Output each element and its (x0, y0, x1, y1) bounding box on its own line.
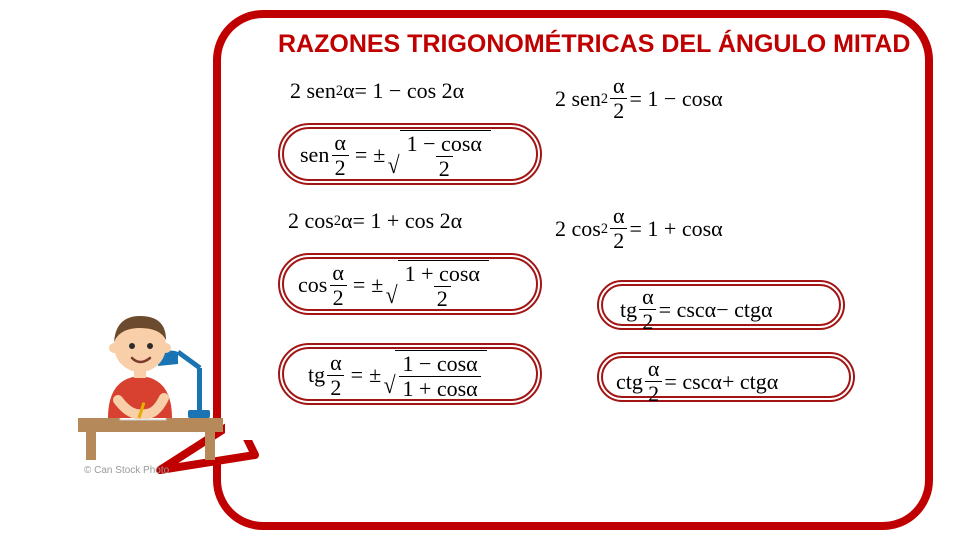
stock-photo-watermark: © Can Stock Photo (84, 465, 169, 476)
formula-2sen2-half: 2 sen2α2 = 1 − cosα (555, 75, 723, 122)
formula-cos-half: cosα2=±√1 + cosα2 (298, 260, 489, 310)
formula-2cos2a: 2 cos2α = 1 + cos 2α (288, 208, 462, 234)
formula-ctg-half-csc: ctgα2 = cscα + ctgα (616, 358, 778, 405)
formula-tg-half: tgα2=±√1 − cosα1 + cosα (308, 350, 487, 400)
formula-sen-half: senα2=±√1 − cosα2 (300, 130, 491, 180)
formula-2sen2a: 2 sen2α = 1 − cos 2α (290, 78, 464, 104)
formula-2cos2-half: 2 cos2α2 = 1 + cosα (555, 205, 723, 252)
page-title: RAZONES TRIGONOMÉTRICAS DEL ÁNGULO MITAD (278, 30, 910, 59)
formula-tg-half-csc: tgα2 = cscα − ctgα (620, 286, 773, 333)
boy-at-desk-illustration (78, 290, 223, 460)
